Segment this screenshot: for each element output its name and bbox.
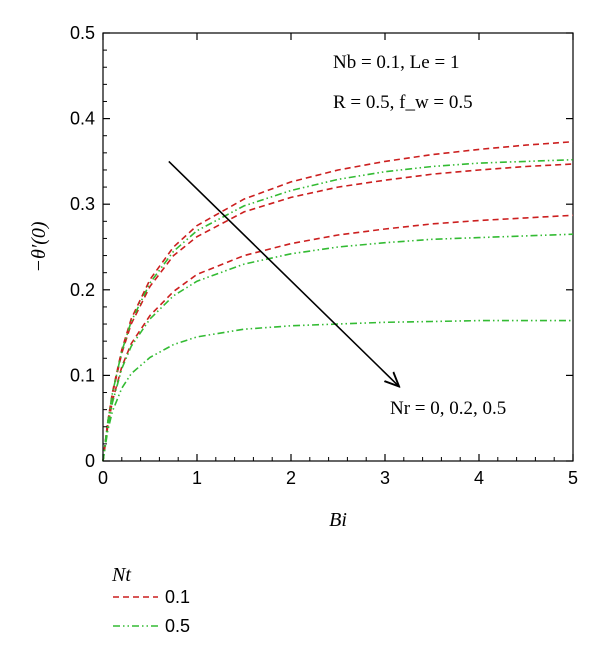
x-tick-label: 3 bbox=[380, 468, 390, 488]
x-tick-label: 5 bbox=[568, 468, 578, 488]
series-layer bbox=[102, 140, 574, 462]
series-line-nt-0-1-2 bbox=[102, 214, 574, 462]
plot-frame bbox=[102, 32, 574, 462]
y-tick-label: 0 bbox=[85, 451, 95, 471]
y-tick-label: 0.4 bbox=[70, 109, 95, 129]
y-tick-label: 0.5 bbox=[70, 23, 95, 43]
y-tick-label: 0.1 bbox=[70, 365, 95, 385]
tick-layer: 0 1 2 3 4 5 0 0.1 0.2 0.3 0.4 0.5 bbox=[70, 23, 578, 488]
x-tick-label: 0 bbox=[98, 468, 108, 488]
y-axis-title: −θ′(0) bbox=[28, 221, 50, 272]
y-tick-label: 0.2 bbox=[70, 280, 95, 300]
legend-label-0-5: 0.5 bbox=[165, 616, 190, 636]
legend-title: Nt bbox=[111, 564, 131, 586]
x-tick-label: 4 bbox=[474, 468, 484, 488]
legend: Nt 0.1 0.5 bbox=[111, 564, 190, 636]
series-line-nt-0-5-4 bbox=[102, 233, 574, 462]
x-tick-label: 2 bbox=[286, 468, 296, 488]
series-line-nt-0-1-1 bbox=[102, 163, 574, 462]
arrow-label: Nr = 0, 0.2, 0.5 bbox=[390, 398, 506, 419]
params-line-2: R = 0.5, f_w = 0.5 bbox=[333, 92, 473, 113]
y-tick-label: 0.3 bbox=[70, 194, 95, 214]
nr-arrow bbox=[168, 160, 399, 386]
legend-label-0-1: 0.1 bbox=[165, 587, 190, 607]
x-tick-label: 1 bbox=[192, 468, 202, 488]
x-axis-title: Bi bbox=[329, 509, 347, 531]
series-line-nt-0-5-5 bbox=[102, 319, 573, 462]
params-line-1: Nb = 0.1, Le = 1 bbox=[333, 52, 459, 73]
